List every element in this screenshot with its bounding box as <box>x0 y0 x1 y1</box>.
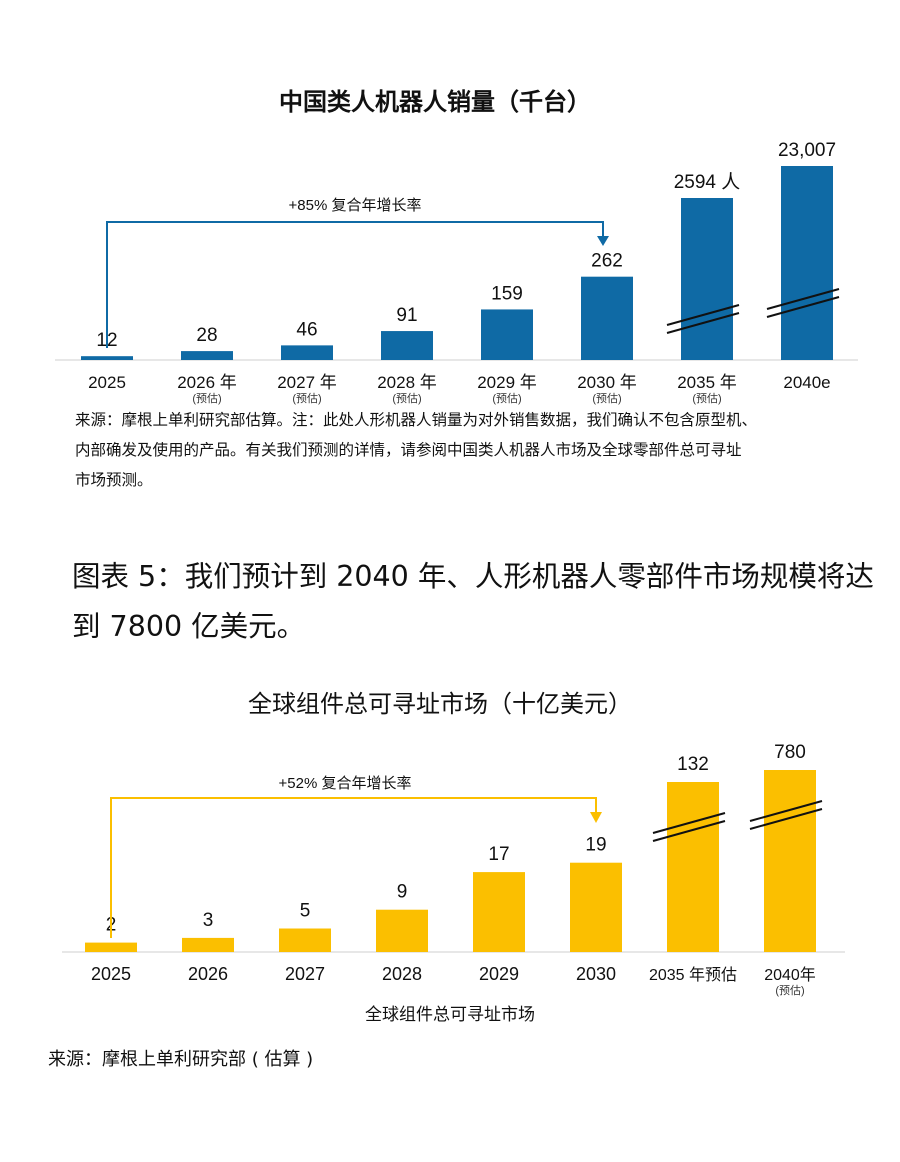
chart2-axis-break-b-7 <box>749 808 823 830</box>
chart2-bar-4 <box>473 872 525 952</box>
chart1-bar-5 <box>581 276 633 360</box>
chart2-category-label-3: 2028 <box>382 964 422 984</box>
chart2-cagr-annotation: +52% 复合年增长率 <box>279 774 412 792</box>
chart2-axis-break-a-6 <box>652 812 726 834</box>
chart1-category-label-5: 2030 年 <box>577 373 637 392</box>
chart1-axis-break-a-7 <box>766 288 840 310</box>
chart2-value-label-2: 5 <box>300 901 311 922</box>
figure5-heading: 图表 5：我们预计到 2040 年、人形机器人零部件市场规模将达 到 7800 … <box>72 552 882 652</box>
chart1-bar-3 <box>381 331 433 360</box>
chart2-value-label-7: 780 <box>774 742 806 763</box>
chart2-bar-1 <box>182 937 234 952</box>
chart2-value-label-1: 3 <box>203 910 214 931</box>
chart1-value-label-4: 159 <box>491 283 523 304</box>
chart2-axis-break-a-7 <box>749 800 823 822</box>
chart1-category-label-4: 2029 年 <box>477 373 537 392</box>
chart2-tam-bar-chart: 220253202652027920281720291920301322035 … <box>62 742 845 1024</box>
chart1-category-label-3: 2028 年 <box>377 373 437 392</box>
chart1-bar-6 <box>681 198 733 360</box>
chart1-cagr-bracket <box>106 221 604 348</box>
chart2-category-label-4: 2029 <box>479 964 519 984</box>
chart2-category-label-1: 2026 <box>188 964 228 984</box>
chart1-bar-0 <box>81 356 133 360</box>
chart2-bar-7 <box>764 770 816 952</box>
source1-line1: 来源：摩根上单利研究部估算。注：此处人形机器人销量为对外销售数据，我们确认不包含… <box>75 411 758 429</box>
chart1-value-label-6: 2594 人 <box>674 171 741 193</box>
chart1-bar-7 <box>781 166 833 360</box>
chart1-source-note: 来源：摩根上单利研究部估算。注：此处人形机器人销量为对外销售数据，我们确认不包含… <box>75 405 875 495</box>
chart2-bar-5 <box>570 862 622 952</box>
chart1-category-note-1: (预估) <box>192 392 221 405</box>
chart1-category-note-2: (预估) <box>292 392 321 405</box>
chart1-value-label-5: 262 <box>591 251 623 272</box>
chart1-axis-break-b-7 <box>766 296 840 318</box>
chart1-category-note-6: (预估) <box>692 392 721 405</box>
chart2-category-label-2: 2027 <box>285 964 325 984</box>
chart2-axis-break-b-6 <box>652 820 726 842</box>
chart1-category-label-6: 2035 年 <box>677 373 737 392</box>
chart1-category-note-3: (预估) <box>392 392 421 405</box>
chart2-value-label-5: 19 <box>585 835 606 856</box>
chart1-bar-4 <box>481 309 533 360</box>
chart2-bar-6 <box>667 782 719 952</box>
chart2-bar-0 <box>85 942 137 952</box>
chart1-value-label-3: 91 <box>396 305 417 326</box>
chart2-category-note-7: (预估) <box>775 984 804 997</box>
chart1-category-label-2: 2027 年 <box>277 373 337 392</box>
chart1-category-label-7: 2040e <box>783 373 830 392</box>
figure5-heading-line2: 到 7800 亿美元。 <box>72 610 306 643</box>
chart1-title: 中国类人机器人销量（千台） <box>279 88 591 116</box>
chart1-value-label-7: 23,007 <box>778 140 836 161</box>
chart2-cagr-arrowhead <box>590 812 602 823</box>
chart1-category-note-4: (预估) <box>492 392 521 405</box>
chart1-category-label-0: 2025 <box>88 373 126 392</box>
chart1-category-label-1: 2026 年 <box>177 373 237 392</box>
chart1-cagr-annotation: +85% 复合年增长率 <box>289 196 422 214</box>
chart1-bar-2 <box>281 345 333 360</box>
chart1-value-label-2: 46 <box>296 319 317 340</box>
chart2-value-label-3: 9 <box>397 882 408 903</box>
chart2-bar-3 <box>376 909 428 952</box>
chart2-cagr-bracket <box>110 797 597 938</box>
figure5-heading-line1: 图表 5：我们预计到 2040 年、人形机器人零部件市场规模将达 <box>72 560 874 593</box>
chart2-value-label-4: 17 <box>488 844 509 865</box>
chart2-source-note: 来源：摩根上单利研究部 ( 估算 ) <box>48 1049 314 1070</box>
chart2-category-label-7: 2040年 <box>764 966 816 984</box>
chart2-bar-2 <box>279 928 331 952</box>
chart1-category-note-5: (预估) <box>592 392 621 405</box>
chart1-axis-break-b-6 <box>666 312 740 334</box>
chart2-category-label-0: 2025 <box>91 964 131 984</box>
source1-line2: 内部确发及使用的产品。有关我们预测的详情，请参阅中国类人机器人市场及全球零部件总… <box>75 441 742 459</box>
chart1-cagr-arrowhead <box>597 236 609 246</box>
source1-line3: 市场预测。 <box>75 471 153 489</box>
chart1-value-label-1: 28 <box>196 325 217 346</box>
chart2-title: 全球组件总可寻址市场（十亿美元） <box>248 690 632 718</box>
chart2-category-label-6: 2035 年预估 <box>649 966 737 984</box>
chart2-category-label-5: 2030 <box>576 964 616 984</box>
chart1-bar-1 <box>181 351 233 360</box>
chart2-xlabel: 全球组件总可寻址市场 <box>365 1005 535 1024</box>
chart2-value-label-6: 132 <box>677 754 709 775</box>
chart1-axis-break-a-6 <box>666 304 740 326</box>
